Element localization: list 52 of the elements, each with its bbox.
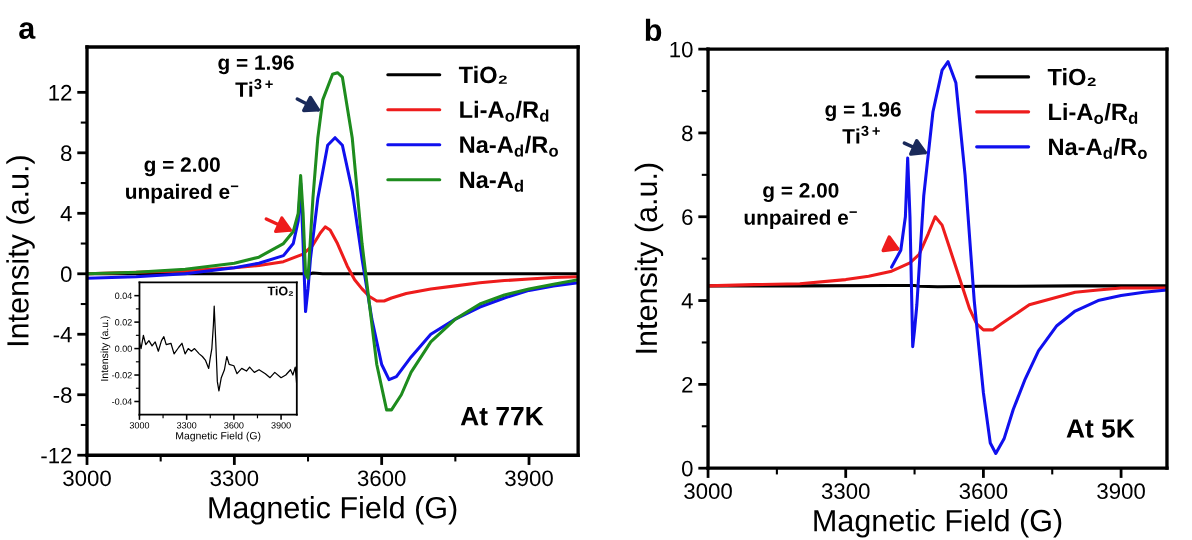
y-tick-label: 0 bbox=[681, 460, 693, 477]
y-tick-label: -0.02 bbox=[112, 372, 132, 379]
annotation: At 5K bbox=[1066, 419, 1135, 438]
annotation: g = 1.96 Ti$^{3+}$ bbox=[825, 102, 901, 144]
x-tick-label: 3300 bbox=[210, 470, 259, 487]
y-tick-label: 0.04 bbox=[115, 292, 132, 300]
legend-label: Na-A$_{d}$/R$_{o}$ bbox=[460, 135, 558, 157]
y-axis-title: Intensity (a.u.) bbox=[6, 156, 35, 346]
legend-label: TiO₂ bbox=[458, 65, 507, 84]
y-tick-label: 8 bbox=[61, 145, 72, 162]
y-tick-label: -0.04 bbox=[112, 398, 132, 405]
x-tick-label: 3000 bbox=[63, 470, 111, 487]
y-axis-title: Intensity (a.u.) bbox=[634, 163, 664, 353]
y-tick-label: 10 bbox=[670, 41, 693, 58]
y-tick-label: 8 bbox=[682, 125, 693, 142]
x-tick-label: 3000 bbox=[684, 483, 732, 500]
annotation: At 77K bbox=[460, 407, 544, 426]
chart-title: b bbox=[645, 18, 662, 42]
legend-label: Li-A$_{o}$/R$_{d}$ bbox=[1049, 102, 1138, 124]
x-axis-title: Magnetic Field (G) bbox=[814, 509, 1062, 538]
y-tick-label: -12 bbox=[41, 447, 72, 464]
x-tick-label: 3300 bbox=[821, 483, 870, 500]
y-tick-label: -8 bbox=[53, 387, 72, 404]
x-tick-label: 3600 bbox=[224, 422, 244, 429]
x-tick-label: 3600 bbox=[357, 470, 406, 487]
x-tick-label: 3000 bbox=[129, 422, 150, 429]
x-tick-label: 3900 bbox=[505, 470, 553, 487]
y-tick-label: 0 bbox=[60, 266, 72, 283]
y-tick-label: 4 bbox=[681, 293, 693, 309]
x-tick-label: 3900 bbox=[1097, 483, 1145, 500]
x-tick-label: 3300 bbox=[176, 422, 197, 429]
y-tick-label: 0.00 bbox=[115, 345, 132, 352]
legend-label: Li-A$_{o}$/R$_{d}$ bbox=[460, 100, 549, 122]
legend-label: Na-A$_{d}$/R$_{o}$ bbox=[1049, 137, 1147, 159]
y-tick-label: 0.02 bbox=[115, 319, 132, 326]
y-tick-label: -4 bbox=[53, 327, 72, 343]
legend-label: Na-A$_{d}$ bbox=[460, 171, 523, 192]
chart-title: TiO₂ bbox=[267, 286, 294, 296]
annotation: g = 2.00 unpaired e$^{−}$ bbox=[126, 157, 239, 204]
legend-label: TiO₂ bbox=[1047, 68, 1096, 86]
x-axis-title: Magnetic Field (G) bbox=[176, 431, 261, 442]
x-tick-label: 3900 bbox=[271, 422, 291, 429]
y-tick-label: 12 bbox=[49, 84, 72, 101]
y-tick-label: 2 bbox=[682, 376, 693, 393]
y-tick-label: 4 bbox=[60, 206, 72, 222]
x-tick-label: 3600 bbox=[959, 483, 1008, 500]
y-tick-label: 6 bbox=[682, 209, 693, 226]
chart-title: a bbox=[19, 22, 36, 39]
y-axis-title: Intensity (a.u.) bbox=[100, 316, 111, 381]
annotation: g = 2.00 unpaired e$^{−}$ bbox=[744, 182, 857, 229]
annotation: g = 1.96 Ti$^{3+}$ bbox=[218, 55, 294, 97]
x-axis-title: Magnetic Field (G) bbox=[209, 496, 457, 525]
